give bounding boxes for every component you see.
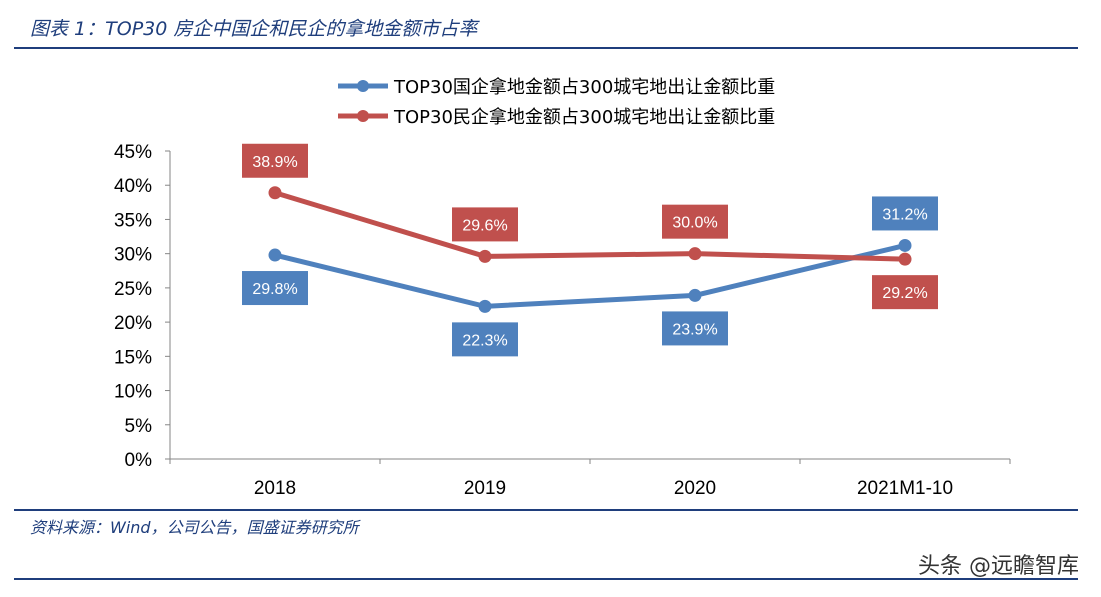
data-label: 31.2% xyxy=(882,206,927,223)
y-tick-label: 30% xyxy=(114,245,152,266)
y-tick-label: 35% xyxy=(114,210,152,231)
legend-label: TOP30国企拿地金额占300城宅地出让金额比重 xyxy=(393,76,775,98)
top-rule xyxy=(14,47,1078,49)
data-point xyxy=(898,252,912,266)
y-tick-label: 15% xyxy=(114,347,152,368)
y-tick-label: 45% xyxy=(114,142,152,163)
legend-marker xyxy=(357,110,369,122)
data-label: 23.9% xyxy=(672,321,717,338)
data-label-box xyxy=(872,196,938,231)
data-label: 22.3% xyxy=(462,332,507,349)
series-line xyxy=(274,243,906,309)
data-point xyxy=(688,247,702,261)
y-tick-label: 5% xyxy=(125,416,153,437)
data-point xyxy=(688,288,702,302)
y-tick-label: 25% xyxy=(114,279,152,300)
data-point xyxy=(268,186,282,200)
data-point xyxy=(478,249,492,263)
data-point xyxy=(268,248,282,262)
data-label-box xyxy=(662,311,728,346)
x-tick-label: 2018 xyxy=(254,478,296,499)
x-tick-label: 2021M1-10 xyxy=(857,478,953,499)
series-line xyxy=(274,190,906,262)
data-label: 30.0% xyxy=(672,215,717,232)
data-label: 29.6% xyxy=(462,217,507,234)
data-label-box xyxy=(662,204,728,239)
data-label-box xyxy=(242,271,308,306)
y-tick-label: 40% xyxy=(114,176,152,197)
source-rule xyxy=(14,509,1078,511)
legend-label: TOP30民企拿地金额占300城宅地出让金额比重 xyxy=(393,106,775,128)
data-label: 29.8% xyxy=(252,281,297,298)
data-point xyxy=(478,299,492,313)
data-label: 29.2% xyxy=(882,285,927,302)
y-tick-label: 20% xyxy=(114,313,152,334)
source-note: 资料来源：Wind，公司公告，国盛证券研究所 xyxy=(30,518,359,537)
figure-title: 图表 1：TOP30 房企中国企和民企的拿地金额市占率 xyxy=(30,18,478,40)
line-chart: 0% 5% 10% 15% 20% 25% 30% 35% 40% 45% 2018 2019 2020… xyxy=(114,76,1011,499)
data-point xyxy=(898,238,912,252)
y-tick-label: 0% xyxy=(125,450,153,471)
x-tick-label: 2020 xyxy=(674,478,716,499)
data-label-box xyxy=(242,143,308,178)
y-tick-label: 10% xyxy=(114,382,152,403)
data-label-box xyxy=(452,207,518,242)
watermark: 头条 @远瞻智库 xyxy=(918,554,1079,579)
x-tick-label: 2019 xyxy=(464,478,506,499)
data-label-box xyxy=(872,275,938,310)
data-label-box xyxy=(452,322,518,357)
legend-marker xyxy=(357,80,369,92)
bottom-rule xyxy=(14,578,1078,580)
data-label: 38.9% xyxy=(252,154,297,171)
